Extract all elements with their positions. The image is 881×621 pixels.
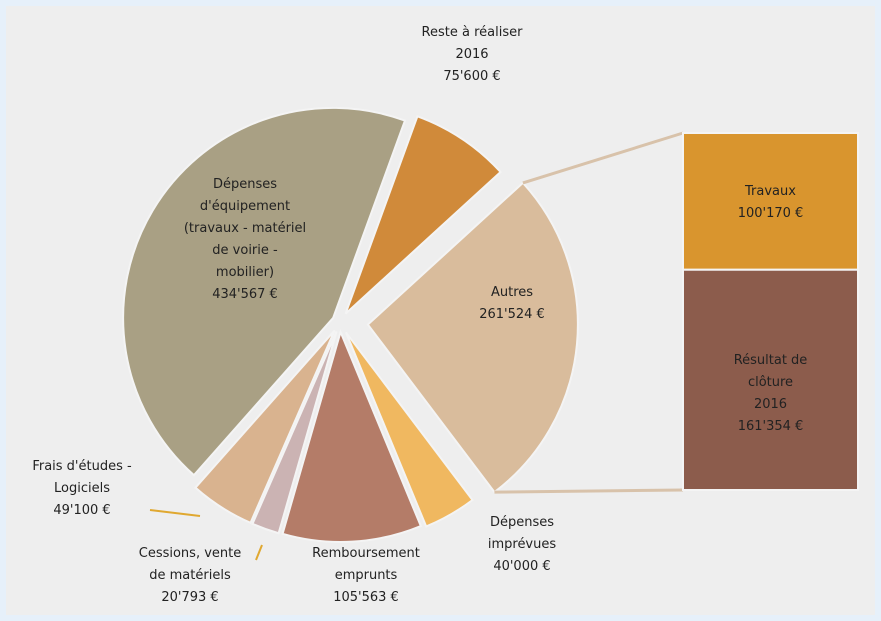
- label-text: Dépenses d'équipement (travaux - matérie…: [183, 177, 307, 280]
- slice-label: Autres 261'524 €: [479, 282, 545, 326]
- label-text: 40'000 €: [493, 559, 551, 574]
- slice-label: Remboursement emprunts 105'563 €: [312, 543, 420, 609]
- pie-slice: [344, 115, 502, 315]
- label-text: 49'100 €: [53, 503, 111, 518]
- label-text: 75'600 €: [443, 69, 501, 84]
- connector-line: [494, 488, 684, 494]
- pie-slice: [251, 331, 338, 535]
- pie-slice: [122, 106, 407, 477]
- label-text: 105'563 €: [333, 590, 399, 605]
- bar-label: Résultat de clôture 2016 161'354 €: [715, 350, 826, 438]
- pie-slice: [366, 181, 579, 494]
- connector-line: [522, 131, 684, 185]
- label-text: 434'567 €: [212, 287, 278, 302]
- bar-segment: [682, 268, 859, 492]
- label-text: Reste à réaliser 2016: [421, 25, 523, 62]
- pie-slice: [345, 331, 474, 528]
- label-text: 100'170 €: [737, 206, 804, 221]
- leader-line: [149, 509, 201, 517]
- label-text: Autres: [490, 285, 534, 300]
- slice-label: Dépenses imprévues 40'000 €: [488, 512, 556, 578]
- bar-label: Travaux 100'170 €: [738, 181, 804, 225]
- label-text: Remboursement emprunts: [312, 546, 420, 583]
- slice-label: Frais d'études - Logiciels 49'100 €: [32, 456, 131, 522]
- pie-slice: [194, 329, 336, 525]
- label-text: Frais d'études - Logiciels: [32, 459, 132, 496]
- label-text: Dépenses imprévues: [487, 515, 557, 552]
- label-text: Cessions, vente de matériels: [138, 546, 242, 583]
- label-text: 161'354 €: [737, 418, 804, 434]
- pie-slice: [281, 328, 423, 543]
- label-text: 261'524 €: [479, 307, 545, 322]
- bar-segment: [682, 132, 859, 271]
- slice-label: Reste à réaliser 2016 75'600 €: [422, 22, 523, 88]
- label-text: Travaux: [745, 184, 796, 199]
- slice-label: Cessions, vente de matériels 20'793 €: [139, 543, 242, 609]
- label-text: 20'793 €: [161, 590, 219, 605]
- slice-label: Dépenses d'équipement (travaux - matérie…: [184, 174, 306, 306]
- leader-line: [255, 544, 263, 561]
- label-text: Résultat de clôture 2016: [733, 352, 808, 412]
